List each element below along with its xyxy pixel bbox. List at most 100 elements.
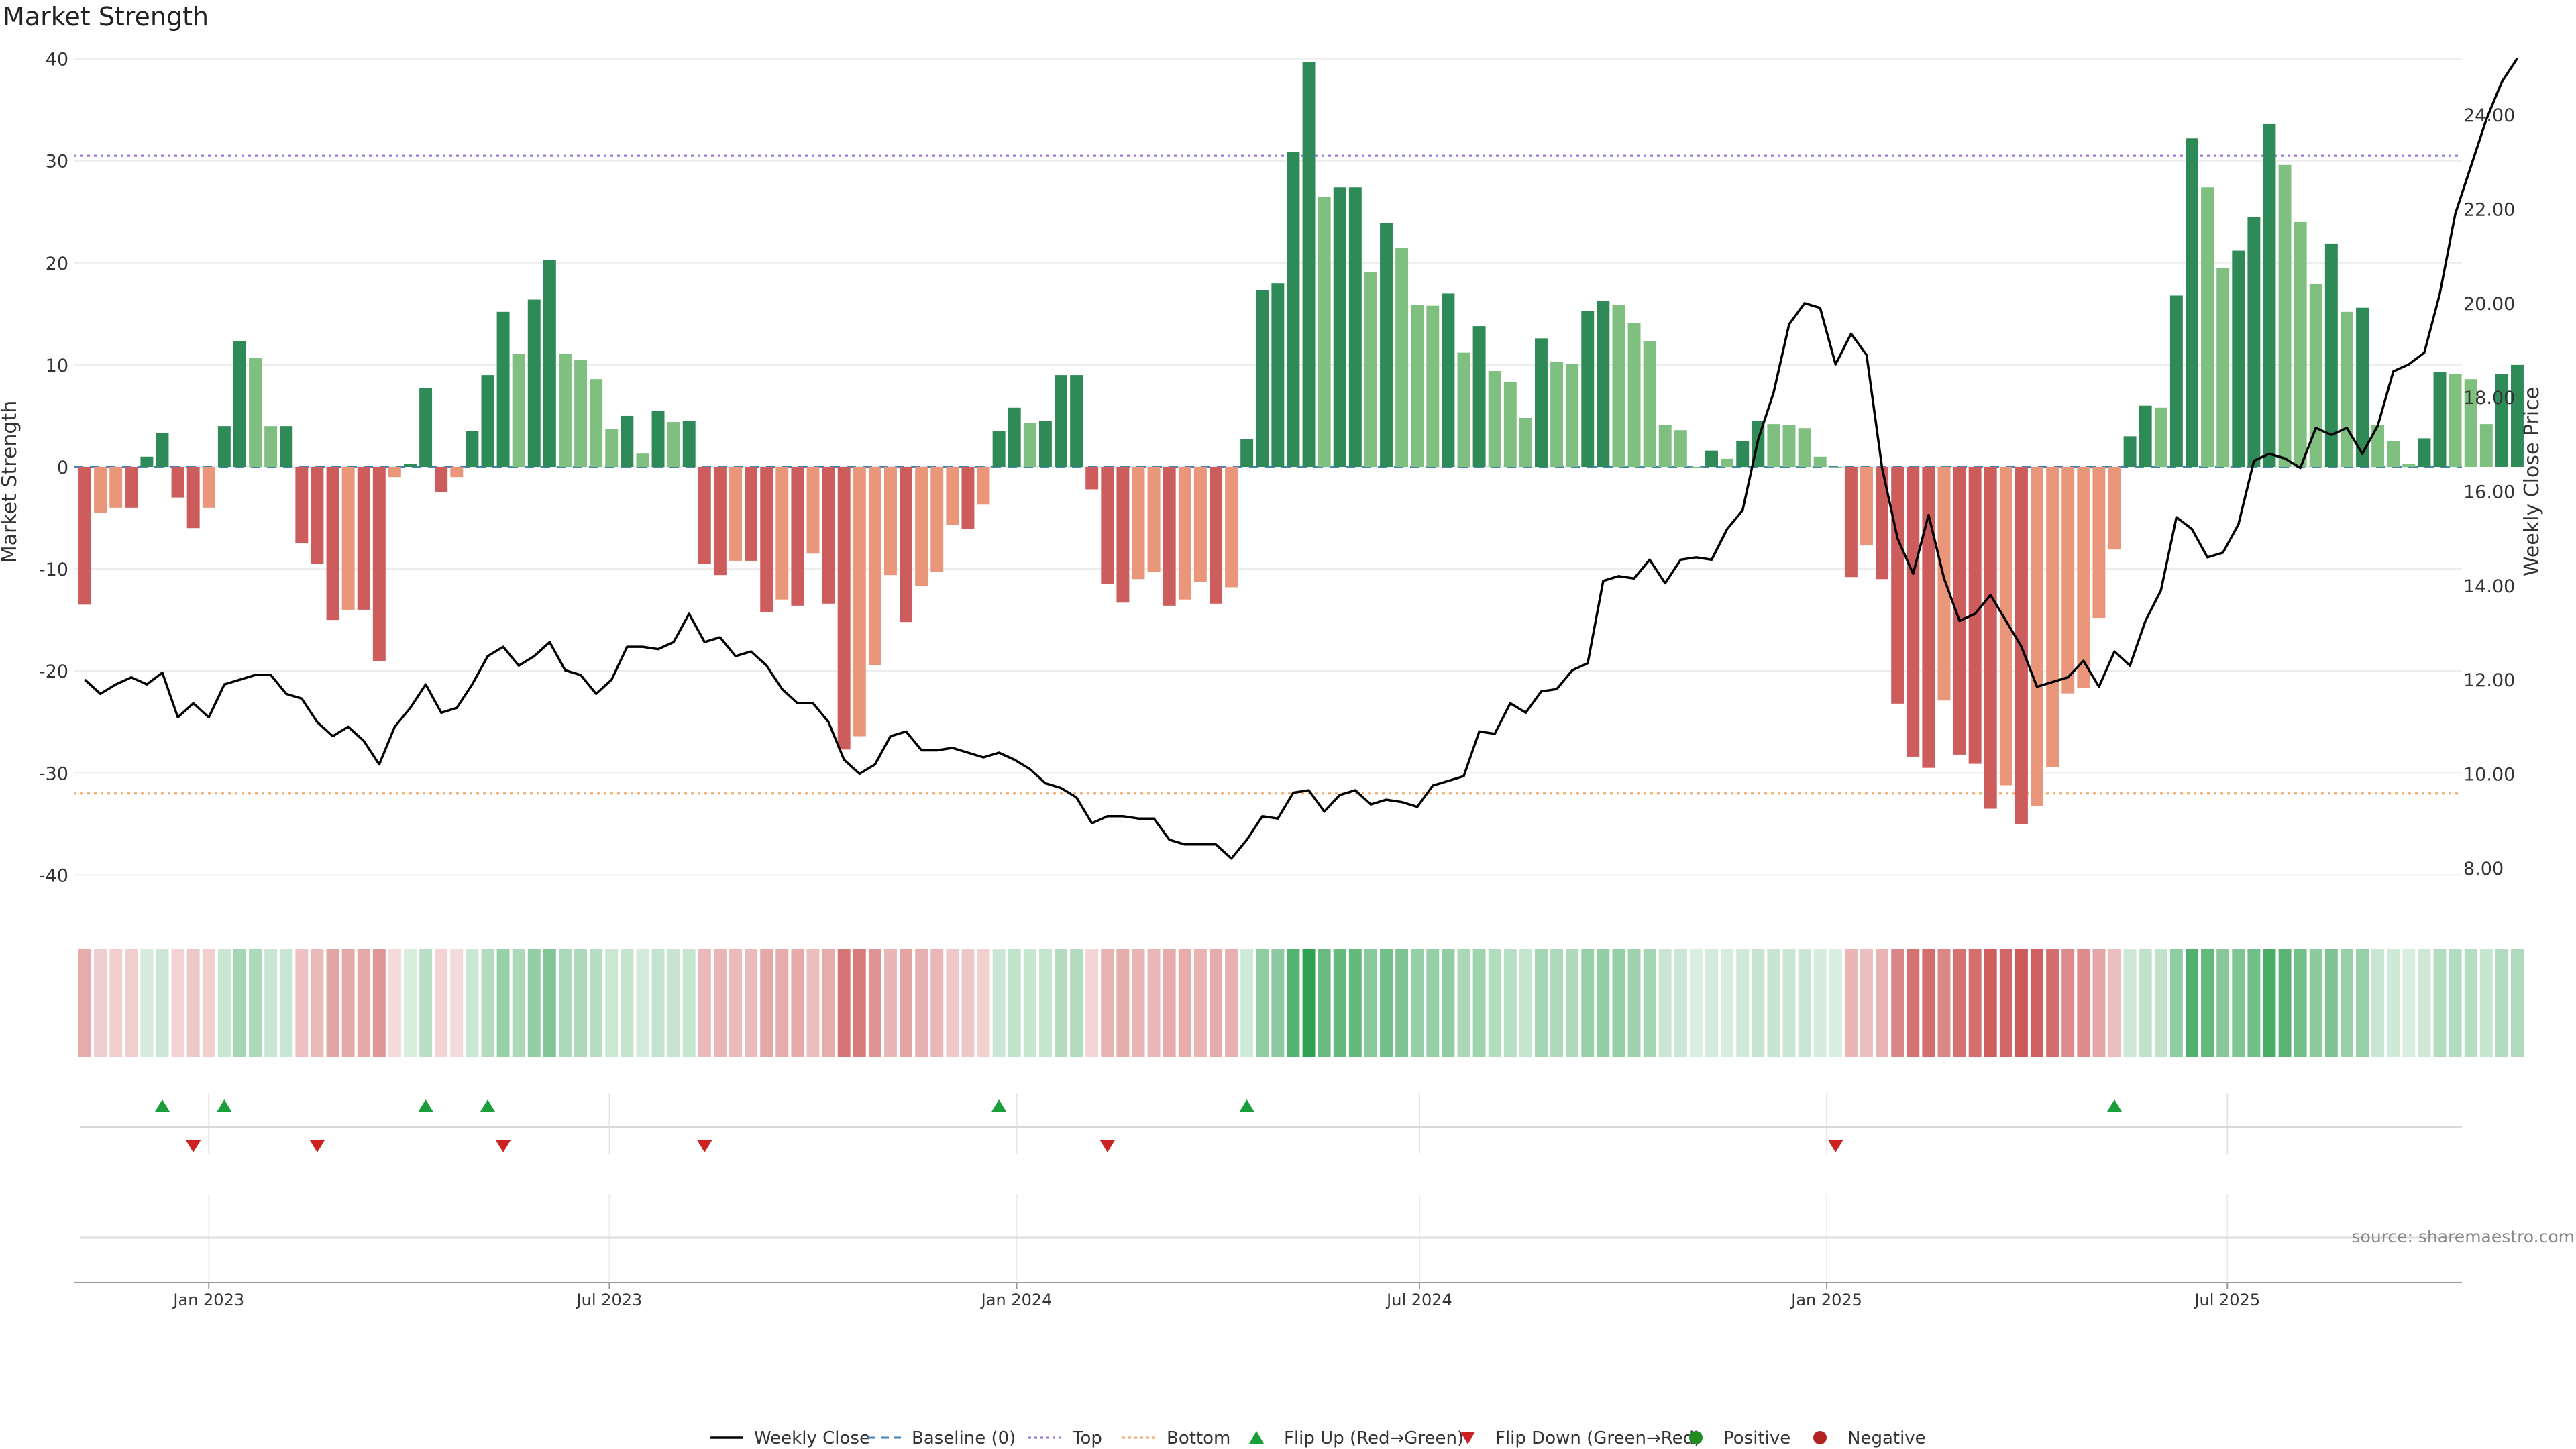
heat-cell <box>2216 949 2230 1057</box>
x-axis: Jan 2023 Jul 2023 Jan 2024 Jul 2024 Jan 2025… <box>74 1282 2462 1309</box>
strength-bar <box>1348 187 1362 467</box>
heat-cell <box>2418 949 2431 1057</box>
heat-cell <box>868 949 881 1057</box>
strength-bar <box>729 466 742 561</box>
strength-bar <box>2108 466 2121 550</box>
strength-bar <box>1101 466 1114 584</box>
strength-bar <box>1472 326 1486 467</box>
heat-cell <box>2186 949 2198 1057</box>
heat-cell <box>186 949 200 1057</box>
strength-bar <box>1426 305 1440 467</box>
right-y-tick-label: 12.00 <box>2463 670 2515 691</box>
strength-bar <box>171 466 184 498</box>
strength-bar <box>249 358 262 467</box>
heat-cell <box>1225 949 1238 1057</box>
heat-cell <box>1689 949 1703 1057</box>
heat-cell <box>558 949 572 1057</box>
left-y-tick-label: 30 <box>46 152 68 172</box>
heat-cell <box>1008 949 1021 1057</box>
strength-bar <box>1627 323 1641 467</box>
heat-cell <box>2495 949 2508 1057</box>
heat-cell <box>512 949 525 1057</box>
strength-bar <box>94 466 107 513</box>
strength-bar <box>2154 407 2167 467</box>
flip-down-marker <box>496 1140 511 1152</box>
heat-cell <box>1302 949 1316 1057</box>
strength-bar <box>2232 250 2245 467</box>
strength-bar <box>140 456 154 467</box>
heat-cell <box>1209 949 1222 1057</box>
heat-cell <box>2278 949 2292 1057</box>
strength-bar <box>1008 407 1021 467</box>
strength-bar <box>217 426 231 467</box>
heat-cell <box>217 949 231 1057</box>
heat-cell <box>2077 949 2090 1057</box>
heat-cell <box>791 949 804 1057</box>
heat-cell <box>466 949 479 1057</box>
right-y-tick-label: 14.00 <box>2463 576 2515 597</box>
strength-bar <box>1876 466 1889 580</box>
strength-bar <box>295 466 309 544</box>
strength-bar <box>868 466 881 665</box>
strength-bar <box>1318 196 1331 467</box>
strength-bar <box>853 466 866 737</box>
heat-cell <box>2061 949 2075 1057</box>
strength-bar <box>605 429 619 467</box>
heat-cell <box>1193 949 1207 1057</box>
heat-cell <box>2309 949 2322 1057</box>
strength-bars <box>78 62 2524 824</box>
heat-cell <box>249 949 262 1057</box>
strength-bar <box>512 354 525 467</box>
heat-cell <box>1348 949 1362 1057</box>
heat-cell <box>1953 949 1966 1057</box>
heat-cell <box>1860 949 1873 1057</box>
strength-bar <box>1597 301 1610 467</box>
strength-bar <box>1116 466 1130 603</box>
strength-bar <box>264 426 278 467</box>
strength-bar <box>745 466 758 561</box>
heat-cell <box>2356 949 2369 1057</box>
heat-cell <box>1550 949 1564 1057</box>
heat-cell <box>745 949 758 1057</box>
heat-cell <box>1612 949 1625 1057</box>
strength-bar <box>1550 362 1564 467</box>
heat-cell <box>1038 949 1052 1057</box>
heat-cell <box>1442 949 1455 1057</box>
heat-cell <box>1752 949 1765 1057</box>
heat-cell <box>233 949 246 1057</box>
heat-cell <box>2263 949 2276 1057</box>
heat-cell <box>1163 949 1176 1057</box>
strength-bar <box>419 388 433 467</box>
weekly-close-polyline <box>84 58 2518 860</box>
heat-cell <box>651 949 665 1057</box>
strength-bar <box>1581 311 1595 467</box>
strength-bar <box>186 466 200 529</box>
heat-cell <box>1907 949 1920 1057</box>
strength-bar <box>760 466 773 612</box>
strength-bar <box>977 466 990 505</box>
legend-label: Flip Down (Green→Red) <box>1495 1428 1701 1448</box>
heat-cell <box>2108 949 2121 1057</box>
strength-bar <box>202 466 215 508</box>
right-y-tick-label: 18.00 <box>2463 388 2515 409</box>
heat-cell <box>1999 949 2012 1057</box>
heat-cell <box>2092 949 2106 1057</box>
heat-cell <box>2479 949 2493 1057</box>
legend-label: Weekly Close <box>754 1428 870 1448</box>
strength-bar <box>2464 379 2477 467</box>
heat-cell <box>2402 949 2416 1057</box>
strength-bar <box>1891 466 1904 704</box>
left-y-axis: 40 30 20 10 0 -10 -20 -30 -40 <box>39 50 68 887</box>
heat-cell <box>1333 949 1346 1057</box>
heat-cell <box>2433 949 2447 1057</box>
strength-bar <box>326 466 339 621</box>
heat-cell <box>2015 949 2028 1057</box>
heat-cell <box>1658 949 1672 1057</box>
strength-bar <box>1302 62 1316 467</box>
strength-bar <box>1333 187 1346 467</box>
strength-bar <box>2046 466 2059 767</box>
strength-bar <box>1271 283 1285 467</box>
strength-bar <box>1612 305 1625 467</box>
strength-bar <box>713 466 727 576</box>
heat-cell <box>1674 949 1687 1057</box>
